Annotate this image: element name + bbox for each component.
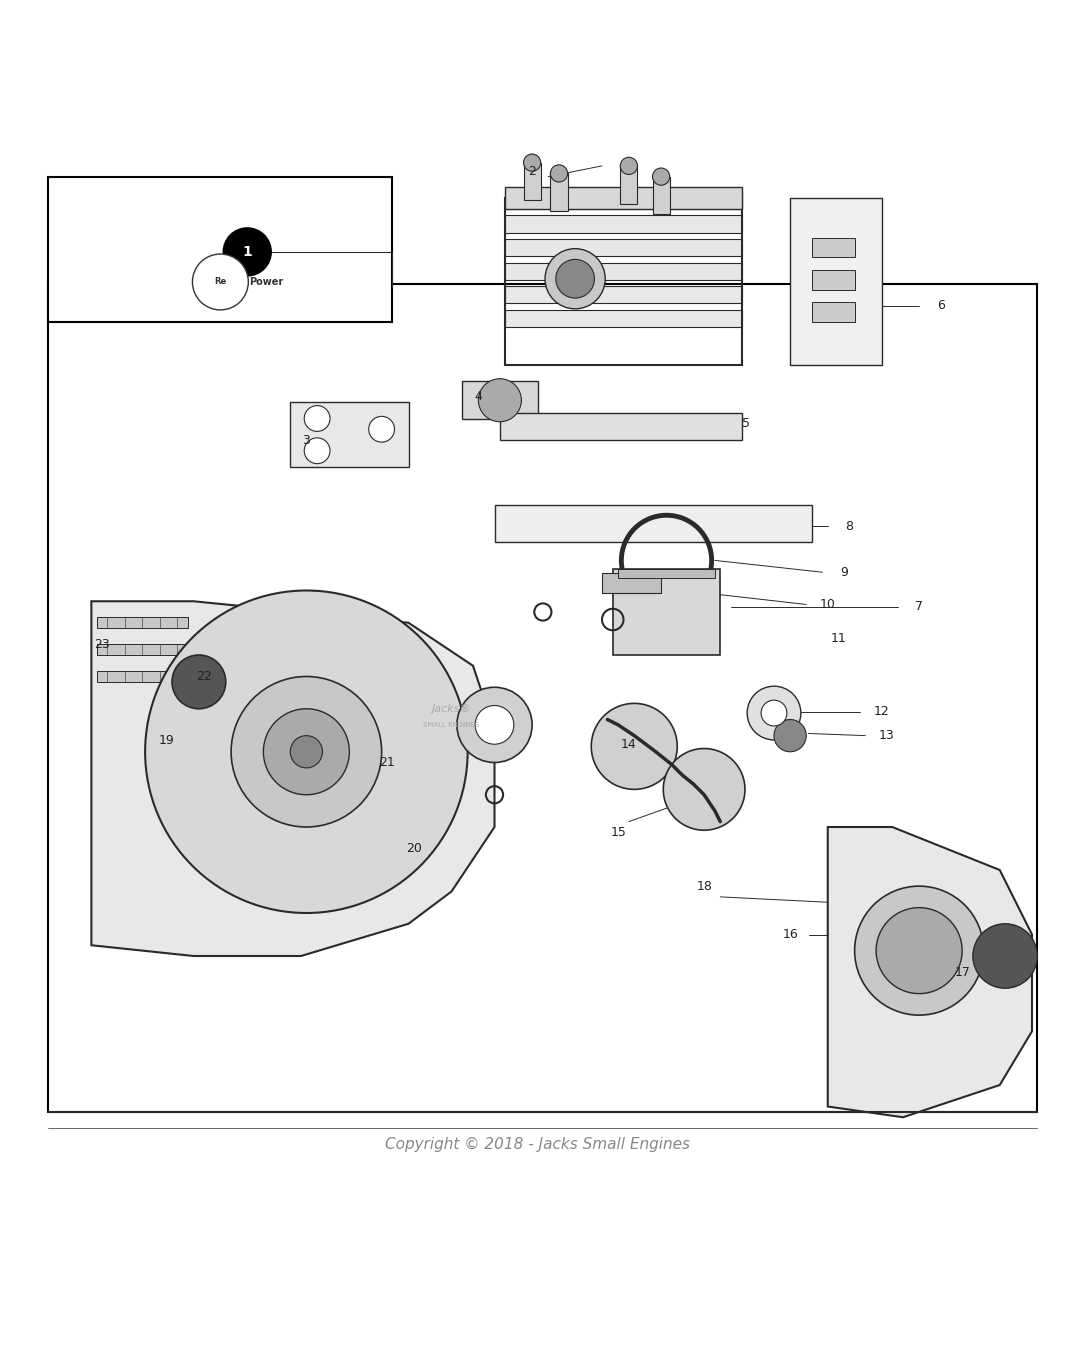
Circle shape <box>304 438 330 464</box>
Circle shape <box>457 687 532 763</box>
Text: 18: 18 <box>697 879 712 893</box>
Text: 14: 14 <box>621 737 636 751</box>
Circle shape <box>145 590 468 913</box>
Circle shape <box>231 676 382 827</box>
Text: 1: 1 <box>242 245 253 258</box>
Text: SMALL ENGINES: SMALL ENGINES <box>424 723 479 728</box>
Text: 12: 12 <box>874 705 889 718</box>
Bar <box>505 287 742 303</box>
Text: 10: 10 <box>820 598 835 612</box>
Text: 19: 19 <box>159 735 174 747</box>
Bar <box>505 187 742 208</box>
Bar <box>505 262 742 280</box>
Bar <box>812 303 855 322</box>
Bar <box>97 617 188 628</box>
Polygon shape <box>828 827 1032 1118</box>
Circle shape <box>620 157 637 175</box>
Text: Copyright © 2018 - Jacks Small Engines: Copyright © 2018 - Jacks Small Engines <box>385 1137 690 1151</box>
Circle shape <box>224 229 271 276</box>
Bar <box>97 671 188 682</box>
Bar <box>505 192 742 208</box>
Bar <box>602 574 661 593</box>
Polygon shape <box>790 198 882 365</box>
Bar <box>550 173 568 211</box>
Text: Jacks®: Jacks® <box>432 704 471 714</box>
Bar <box>48 177 392 322</box>
Bar <box>812 271 855 290</box>
Bar <box>505 198 742 365</box>
Text: 7: 7 <box>915 601 923 613</box>
Text: 13: 13 <box>879 729 894 743</box>
Bar <box>812 238 855 257</box>
Bar <box>505 215 742 233</box>
Text: 4: 4 <box>474 391 483 403</box>
Circle shape <box>855 886 984 1015</box>
Circle shape <box>478 379 521 422</box>
Polygon shape <box>500 413 742 440</box>
Text: 6: 6 <box>936 299 945 313</box>
Circle shape <box>774 720 806 752</box>
Circle shape <box>369 417 395 442</box>
Text: Power: Power <box>249 277 284 287</box>
Circle shape <box>475 705 514 744</box>
Circle shape <box>876 908 962 993</box>
Text: 20: 20 <box>406 842 421 855</box>
Circle shape <box>747 686 801 740</box>
Circle shape <box>550 165 568 183</box>
Bar <box>618 570 715 578</box>
Circle shape <box>304 406 330 432</box>
Bar <box>620 166 637 203</box>
Text: 2: 2 <box>528 165 536 177</box>
Circle shape <box>545 249 605 308</box>
Circle shape <box>973 924 1037 988</box>
Circle shape <box>192 254 248 310</box>
Bar <box>48 284 1037 1112</box>
Text: 3: 3 <box>302 433 311 446</box>
Bar <box>524 162 541 200</box>
Text: 23: 23 <box>95 637 110 651</box>
Bar <box>97 644 188 655</box>
Text: 5: 5 <box>742 417 749 430</box>
Polygon shape <box>462 382 538 418</box>
Text: 8: 8 <box>845 520 854 533</box>
Polygon shape <box>91 601 494 957</box>
Circle shape <box>172 655 226 709</box>
Polygon shape <box>290 402 408 467</box>
Bar <box>653 177 670 214</box>
Circle shape <box>653 168 670 185</box>
Circle shape <box>663 748 745 831</box>
Circle shape <box>591 704 677 789</box>
Circle shape <box>263 709 349 794</box>
Circle shape <box>524 154 541 172</box>
Polygon shape <box>494 505 812 543</box>
Text: 11: 11 <box>831 632 846 645</box>
Circle shape <box>556 260 594 298</box>
Circle shape <box>761 700 787 727</box>
Text: Re: Re <box>214 277 227 287</box>
Bar <box>505 310 742 327</box>
Text: 15: 15 <box>611 825 626 839</box>
Text: 21: 21 <box>379 756 395 769</box>
Circle shape <box>290 736 322 769</box>
Text: 17: 17 <box>955 966 970 978</box>
Text: 9: 9 <box>840 566 848 579</box>
Text: 22: 22 <box>197 670 212 683</box>
Bar <box>505 239 742 256</box>
Text: 16: 16 <box>783 928 798 940</box>
Bar <box>613 570 720 655</box>
